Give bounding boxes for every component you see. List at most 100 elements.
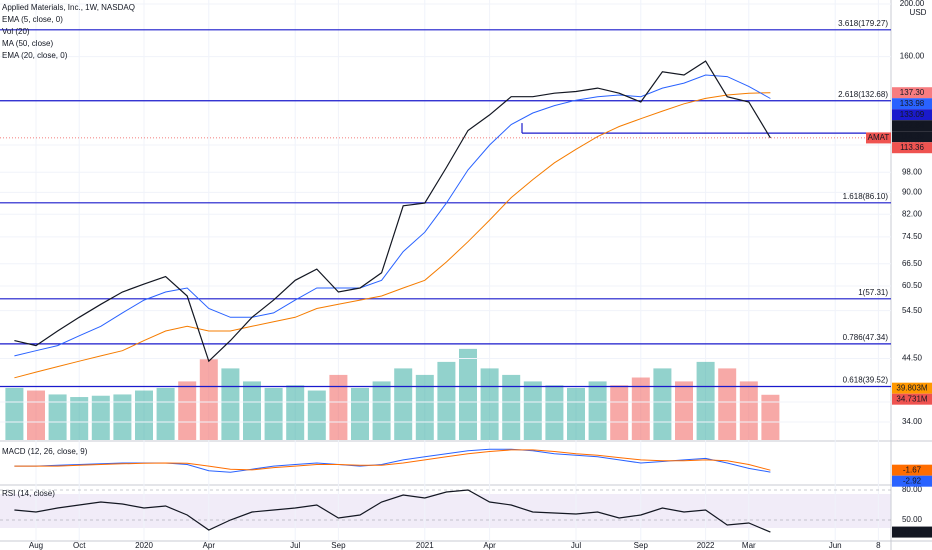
y-tick-label: 200.00	[900, 0, 925, 8]
y-tick-label: 60.50	[902, 281, 923, 290]
volume-bar	[156, 387, 175, 440]
panel-title: MACD (12, 26, close, 9)	[2, 447, 88, 456]
x-tick-label: Jun	[829, 541, 842, 550]
x-tick-label: Oct	[73, 541, 86, 550]
axis-tag	[892, 142, 932, 154]
symbol-tag	[866, 132, 891, 144]
fib-label: 0.786(47.34)	[843, 333, 889, 342]
y-tick-label: 160.00	[900, 52, 925, 61]
volume-bar	[70, 397, 89, 440]
axis-tag-label: 133.09	[900, 110, 925, 119]
x-tick-label: Mar	[742, 541, 756, 550]
legend-entry: EMA (20, close, 0)	[2, 51, 68, 60]
axis-tag-label: 37.93	[902, 527, 923, 536]
volume-bar	[631, 377, 650, 440]
currency: USD	[910, 8, 927, 17]
axis-tag-label: -2.92	[903, 476, 922, 485]
volume-bar	[221, 368, 240, 440]
axis-tag-label: 34.731M	[896, 394, 927, 403]
volume-bar	[480, 368, 499, 440]
legend-entry: EMA (5, close, 0)	[2, 15, 63, 24]
price-line	[14, 489, 771, 533]
axis-tag-label: 122.84	[900, 121, 925, 130]
fib-label: 1.618(86.10)	[843, 192, 889, 201]
axis-tag-label: -1.67	[903, 465, 922, 474]
fib-label: 0.618(39.52)	[843, 376, 889, 385]
rsi-band	[0, 494, 891, 528]
axis-tag	[892, 382, 932, 394]
price-line	[14, 60, 771, 363]
axis-tag	[892, 131, 932, 143]
legend-entry: MA (50, close)	[2, 39, 53, 48]
axis-tag-label: 137.30	[900, 88, 925, 97]
x-tick-label: Sep	[634, 541, 649, 550]
indicator-line	[14, 92, 771, 379]
volume-bar	[761, 394, 780, 440]
volume-bar	[653, 368, 672, 440]
volume-bar	[739, 381, 758, 440]
volume-bar	[27, 390, 45, 440]
axis-tag	[892, 120, 932, 132]
fib-label: 1(57.31)	[858, 288, 888, 297]
axis-tag	[892, 464, 932, 476]
fib-label: 2.618(132.68)	[838, 90, 888, 99]
volume-bar	[437, 361, 456, 440]
x-tick-label: Jul	[290, 541, 300, 550]
volume-bar	[459, 348, 477, 440]
volume-bar	[718, 368, 737, 440]
axis-tag	[892, 109, 932, 121]
axis-tag-label: 114.39	[900, 132, 924, 141]
x-tick-label: Aug	[29, 541, 43, 550]
fib-label: 3.618(179.27)	[838, 19, 888, 28]
volume-bar	[545, 385, 564, 440]
indicator-line	[14, 74, 771, 357]
y-tick-label: 80.00	[902, 485, 923, 494]
volume-bar	[329, 374, 348, 440]
volume-bar	[135, 390, 153, 440]
axis-tag	[892, 526, 932, 538]
symbol-label: AMAT	[868, 133, 890, 142]
x-tick-label: 8	[876, 541, 881, 550]
x-tick-label: Apr	[203, 541, 216, 550]
y-tick-label: 50.00	[902, 515, 923, 524]
volume-bar	[307, 390, 326, 440]
volume-bar	[372, 381, 391, 440]
volume-bar	[394, 368, 413, 440]
axis-tag	[892, 475, 932, 487]
volume-bar	[502, 374, 521, 440]
legend-entry: Vol (20)	[2, 27, 30, 36]
y-tick-label: 34.00	[902, 417, 923, 426]
axis-tag-label: 133.98	[900, 99, 925, 108]
axis-tag	[892, 98, 932, 110]
y-tick-label: 74.50	[902, 232, 923, 241]
volume-bar	[113, 394, 132, 440]
y-tick-label: 98.00	[902, 167, 923, 176]
x-tick-label: Sep	[331, 541, 346, 550]
volume-bar	[178, 381, 197, 440]
volume-bar	[5, 387, 24, 440]
volume-bar	[264, 387, 283, 440]
axis-tag-label: 113.36	[900, 143, 924, 152]
indicator-line	[14, 449, 771, 471]
volume-bar	[286, 385, 305, 440]
axis-tag	[892, 393, 932, 405]
volume-bar	[675, 381, 693, 440]
panel-title: RSI (14, close)	[2, 489, 55, 498]
volume-bar	[523, 381, 542, 440]
x-tick-label: 2021	[416, 541, 434, 550]
volume-bar	[567, 387, 585, 440]
volume-bar	[91, 395, 110, 440]
x-tick-label: 2022	[697, 541, 715, 550]
x-tick-label: Jul	[571, 541, 581, 550]
y-tick-label: 82.00	[902, 209, 923, 218]
volume-bar	[415, 374, 434, 440]
volume-bar	[610, 385, 629, 440]
volume-bar	[588, 381, 607, 440]
y-tick-label: 90.00	[902, 187, 923, 196]
volume-bar	[199, 359, 218, 440]
y-tick-label: 66.50	[902, 259, 923, 268]
y-tick-label: 44.50	[902, 354, 923, 363]
